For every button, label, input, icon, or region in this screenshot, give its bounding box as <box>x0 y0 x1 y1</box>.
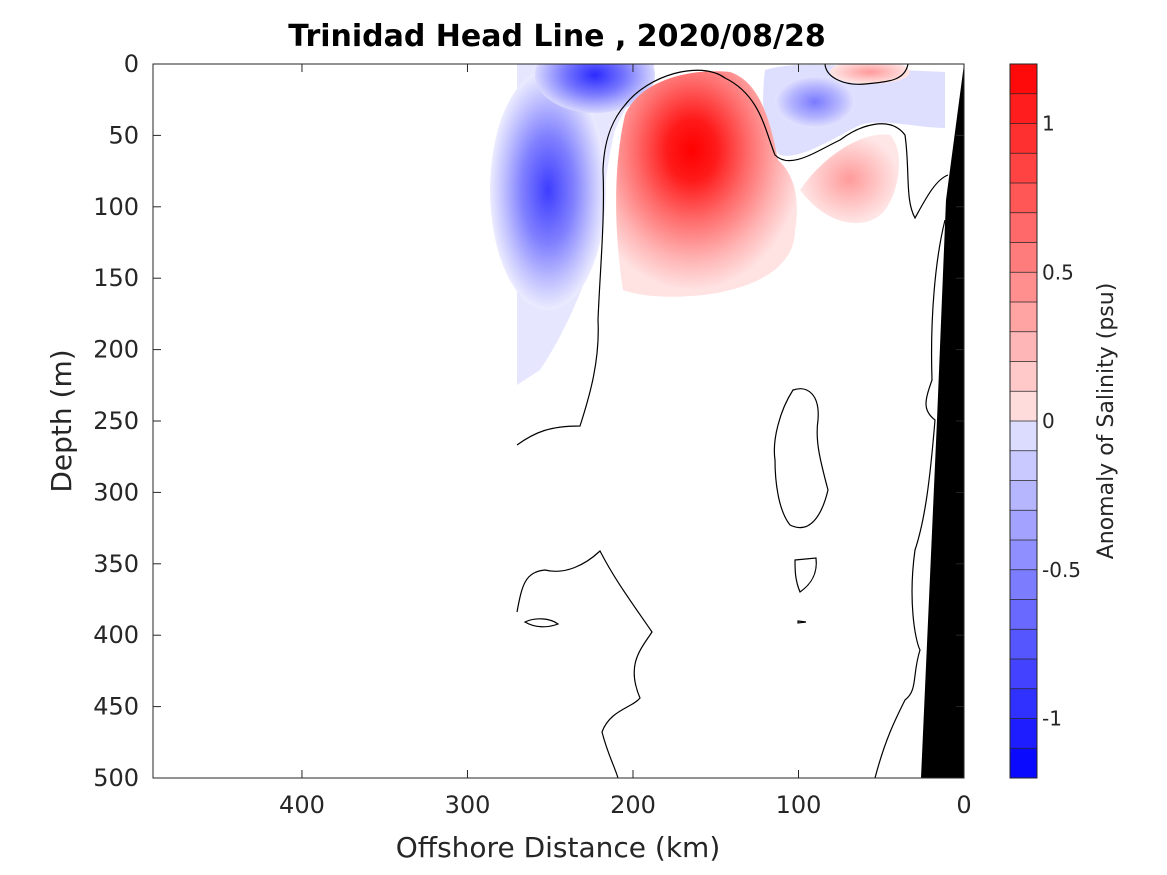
colorbar-segment <box>1010 688 1037 719</box>
zero-contour-small-3 <box>797 620 807 624</box>
colorbar-segment <box>1010 540 1037 571</box>
plot-area: 400 300 200 100 0 0 50 100 150 200 250 300 350 400 45… <box>93 50 972 819</box>
colorbar-segment <box>1010 629 1037 660</box>
y-axis-title: Depth (m) <box>45 349 78 492</box>
bathymetry-shelf <box>921 64 964 778</box>
colorbar-segment <box>1010 153 1037 184</box>
x-axis-title: Offshore Distance (km) <box>396 831 721 864</box>
positive-anomaly-subsurface-nearshore <box>800 134 900 224</box>
zero-contours <box>516 64 949 778</box>
colorbar-segment <box>1010 183 1037 214</box>
zero-contour-island <box>773 388 829 529</box>
colorbar-segment <box>1010 242 1037 273</box>
y-tick-label: 100 <box>93 193 139 221</box>
zero-contour-nearshore <box>874 219 946 778</box>
colorbar-tick-label: -1 <box>1042 707 1062 731</box>
positive-anomaly-main-region <box>616 71 797 297</box>
x-tick-label: 200 <box>610 791 656 819</box>
y-tick-label: 300 <box>93 478 139 506</box>
colorbar-segment <box>1010 272 1037 303</box>
y-tick-label: 400 <box>93 621 139 649</box>
colorbar-segment <box>1010 748 1037 779</box>
colorbar-segment <box>1010 302 1037 333</box>
negative-anomaly-surface-core <box>535 64 655 113</box>
negative-anomaly-west-core <box>490 70 606 310</box>
chart-title: Trinidad Head Line , 2020/08/28 <box>288 19 825 54</box>
zero-contour-deep <box>516 550 653 778</box>
colorbar-tick-label: 0.5 <box>1042 260 1074 284</box>
y-tick-label: 250 <box>93 407 139 435</box>
colorbar-tick-label: -0.5 <box>1042 558 1081 582</box>
y-tick-label: 200 <box>93 336 139 364</box>
x-tick-label: 0 <box>956 791 971 819</box>
x-tick-label: 100 <box>776 791 822 819</box>
y-tick-label: 350 <box>93 550 139 578</box>
colorbar-segment <box>1010 510 1037 541</box>
colorbar-segment <box>1010 361 1037 392</box>
zero-contour-small-2 <box>794 557 817 593</box>
colorbar-segment <box>1010 212 1037 243</box>
x-axis: 400 300 200 100 0 <box>279 64 972 819</box>
colorbar-tick-label: 1 <box>1042 112 1055 136</box>
colorbar-segment <box>1010 93 1037 124</box>
colorbar-label: Anomaly of Salinity (psu) <box>1094 283 1119 560</box>
colorbar-segment <box>1010 718 1037 749</box>
colorbar-segment <box>1010 569 1037 600</box>
negative-anomaly-east-core <box>775 76 855 128</box>
colorbar-segment <box>1010 480 1037 511</box>
colorbar-segment <box>1010 391 1037 422</box>
zero-contour-small-1 <box>523 618 560 628</box>
y-tick-label: 150 <box>93 264 139 292</box>
y-tick-label: 450 <box>93 693 139 721</box>
colorbar-segment <box>1010 599 1037 630</box>
colorbar-segment <box>1010 659 1037 690</box>
y-axis: 0 50 100 150 200 250 300 350 400 450 500 <box>93 50 964 792</box>
zero-contour-surface <box>824 64 909 85</box>
colorbar-segment <box>1010 64 1037 95</box>
zero-contour-main <box>516 69 949 446</box>
x-tick-label: 300 <box>445 791 491 819</box>
colorbar-segment <box>1010 123 1037 154</box>
y-tick-label: 0 <box>124 50 139 78</box>
colorbar-tick-label: 0 <box>1042 409 1055 433</box>
colorbar-segment <box>1010 450 1037 481</box>
colorbar-segment <box>1010 421 1037 452</box>
anomaly-field <box>490 64 964 778</box>
colorbar-frame <box>1009 63 1038 779</box>
x-tick-label: 400 <box>279 791 325 819</box>
y-tick-label: 50 <box>108 121 139 149</box>
positive-anomaly-surface-nearshore <box>830 64 910 84</box>
colorbar-segment <box>1010 331 1037 362</box>
y-tick-label: 500 <box>93 764 139 792</box>
colorbar: 1 0.5 0 -0.5 -1 <box>1009 63 1081 779</box>
